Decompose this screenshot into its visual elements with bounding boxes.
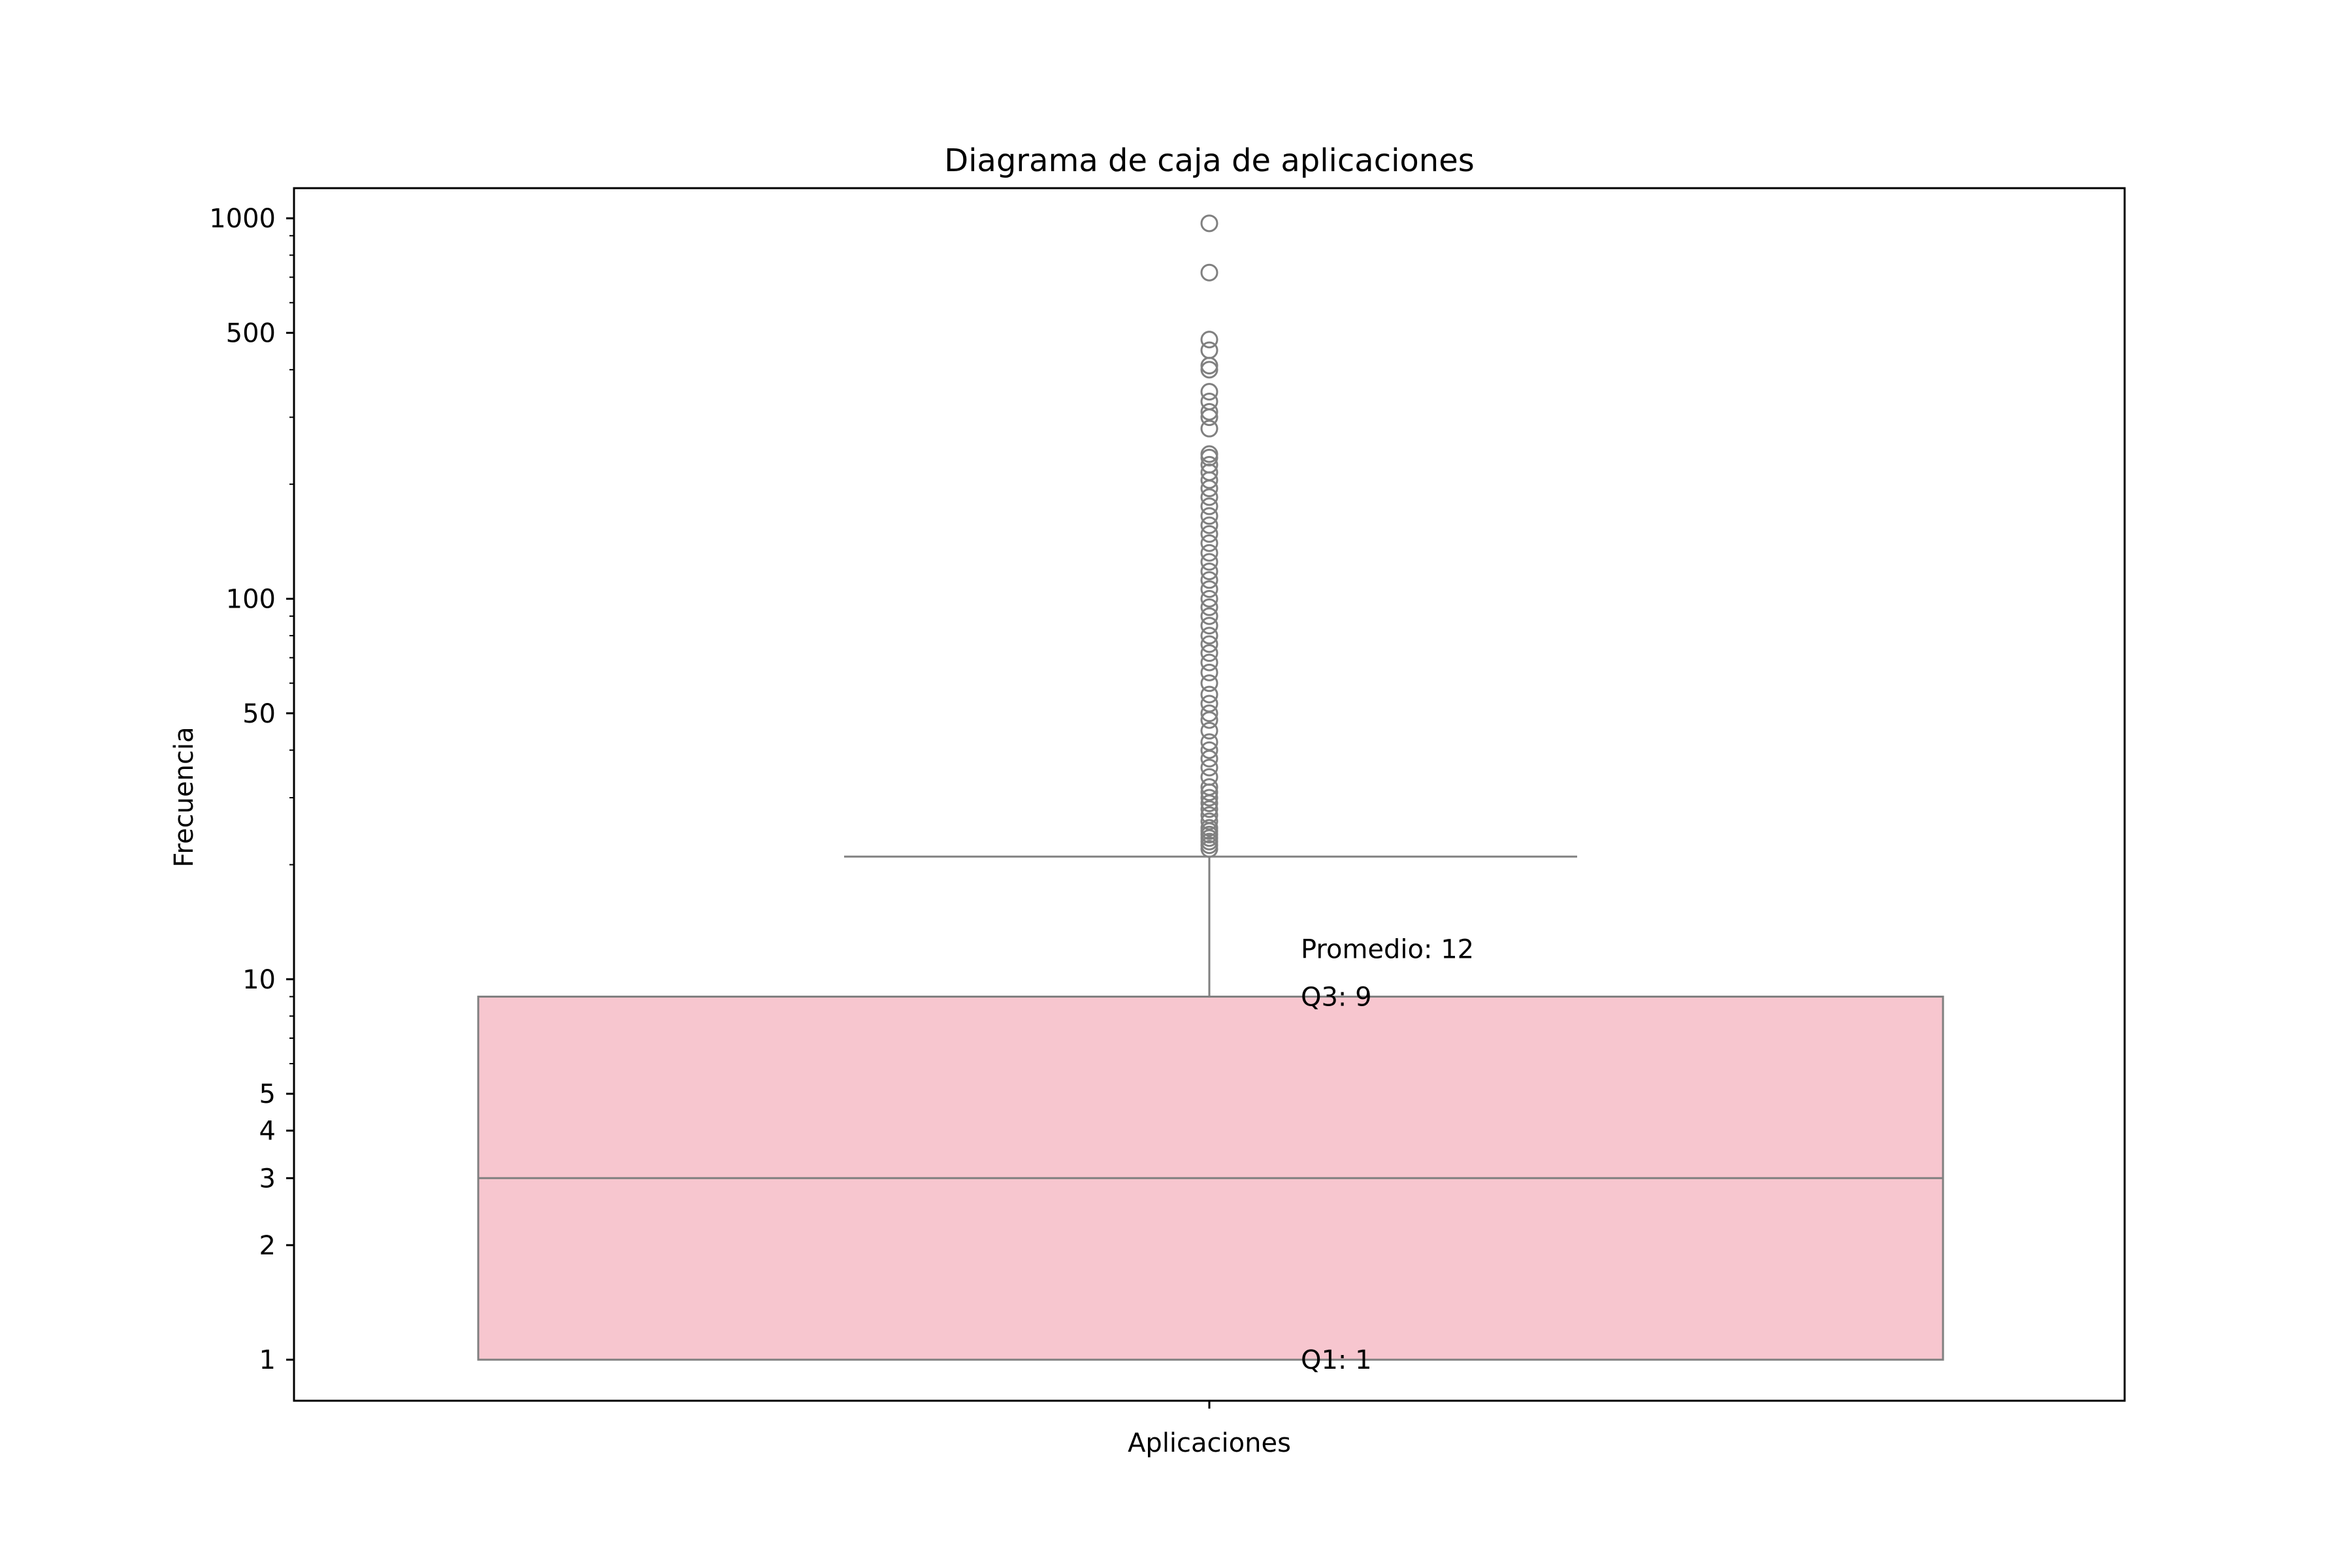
outlier-point — [1200, 383, 1218, 401]
outlier-point — [1200, 721, 1218, 740]
outlier-point — [1200, 733, 1218, 751]
chart-title: Diagrama de caja de aplicaciones — [944, 142, 1475, 179]
outlier-point — [1200, 263, 1218, 282]
outlier-point — [1200, 516, 1218, 534]
y-tick-label: 5 — [259, 1079, 276, 1109]
box — [477, 855, 1944, 1361]
outlier-point — [1200, 553, 1218, 571]
y-tick-label: 3 — [259, 1164, 276, 1194]
outlier-point — [1200, 741, 1218, 759]
outlier-point — [1200, 812, 1218, 830]
outlier-point — [1200, 819, 1218, 837]
y-tick-label: 1 — [259, 1345, 276, 1375]
outlier-point — [1200, 800, 1218, 818]
outlier-point — [1200, 589, 1218, 608]
outlier-point — [1200, 402, 1218, 421]
x-tick-label: Aplicaciones — [1128, 1428, 1291, 1458]
outlier-point — [1200, 607, 1218, 625]
outlier-point — [1200, 759, 1218, 777]
outlier-point — [1200, 507, 1218, 525]
outlier-point — [1200, 571, 1218, 589]
y-tick-label: 1000 — [209, 204, 276, 234]
outlier-point — [1200, 704, 1218, 723]
outlier-point — [1200, 768, 1218, 786]
y-tick-label: 10 — [242, 965, 276, 995]
annotation-label: Promedio: 12 — [1301, 935, 1474, 965]
y-tick-label: 50 — [242, 699, 276, 729]
outlier-point — [1200, 580, 1218, 598]
y-tick-label: 4 — [259, 1117, 276, 1147]
annotation-label: Q1: 1 — [1301, 1345, 1372, 1375]
y-tick-label: 500 — [226, 318, 276, 348]
y-tick-label: 2 — [259, 1231, 276, 1261]
outlier-point — [1200, 214, 1218, 233]
outlier-point — [1200, 445, 1218, 463]
outlier-point — [1200, 694, 1218, 713]
outlier-point — [1200, 341, 1218, 359]
outlier-points — [1200, 214, 1218, 858]
y-tick-label: 100 — [226, 584, 276, 614]
outlier-point — [1200, 598, 1218, 616]
x-axis-ticks: Aplicaciones — [1128, 1401, 1291, 1458]
outlier-point — [1200, 361, 1218, 379]
y-axis-ticks: 1 2 3 4 5 10 50 100 500 1000 — [209, 204, 294, 1375]
outlier-point — [1200, 685, 1218, 704]
outlier-point — [1200, 563, 1218, 581]
outlier-point — [1200, 806, 1218, 825]
outlier-point — [1200, 674, 1218, 693]
outlier-point — [1200, 525, 1218, 543]
outlier-point — [1200, 455, 1218, 474]
outlier-point — [1200, 544, 1218, 562]
outlier-point — [1200, 463, 1218, 482]
outlier-point — [1200, 627, 1218, 645]
annotation-label: Q3: 9 — [1301, 982, 1372, 1012]
outlier-point — [1200, 617, 1218, 635]
outlier-point — [1200, 331, 1218, 349]
outlier-point — [1200, 393, 1218, 411]
annotations: Promedio: 12 Q3: 9 Q1: 1 — [1301, 935, 1474, 1375]
outlier-point — [1200, 644, 1218, 662]
outlier-point — [1200, 663, 1218, 681]
outlier-point — [1200, 778, 1218, 796]
outlier-point — [1200, 653, 1218, 672]
outlier-point — [1200, 497, 1218, 515]
plot-area-frame — [293, 187, 2126, 1402]
outlier-point — [1200, 534, 1218, 552]
outlier-point — [1200, 488, 1218, 506]
outlier-point — [1200, 635, 1218, 653]
outlier-point — [1200, 419, 1218, 438]
outlier-point — [1200, 789, 1218, 807]
y-axis-label: Frecuencia — [169, 727, 199, 867]
